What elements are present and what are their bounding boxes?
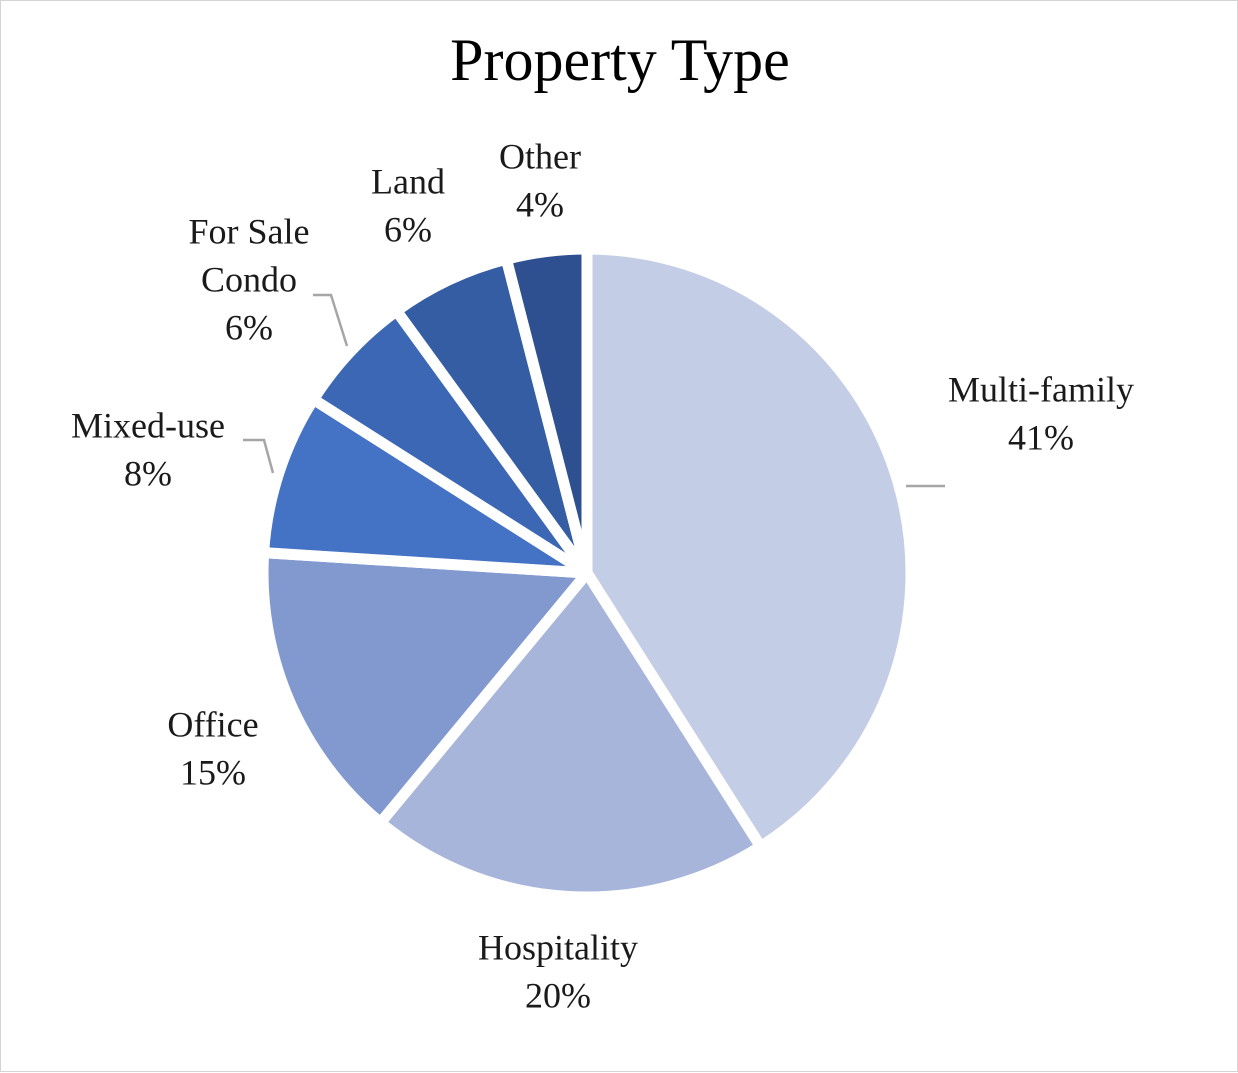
data-label-mixed-use: Mixed-use 8%	[71, 405, 225, 493]
pie-slice-office	[257, 547, 593, 829]
pie-slice-mixed-use	[258, 393, 593, 579]
data-label-percent: 6%	[225, 307, 273, 347]
leader-line-for-sale-condo	[313, 293, 349, 347]
data-label-category: For Sale	[189, 211, 310, 251]
data-label-multi-family: Multi-family 41%	[948, 369, 1134, 457]
data-label-category: Hospitality	[478, 927, 638, 967]
data-label-category: Office	[167, 704, 258, 744]
data-label-for-sale-condo: For Sale Condo 6%	[189, 211, 310, 347]
data-label-hospitality: Hospitality 20%	[478, 927, 638, 1015]
data-label-category: Condo	[201, 259, 297, 299]
data-label-percent: 20%	[525, 975, 591, 1015]
chart-title: Property Type	[450, 27, 790, 93]
data-label-land: Land 6%	[371, 161, 445, 249]
data-label-percent: 4%	[516, 184, 564, 224]
pie-slice-other	[500, 243, 593, 579]
data-label-percent: 6%	[384, 209, 432, 249]
data-label-percent: 15%	[180, 752, 246, 792]
data-label-category: Other	[499, 136, 581, 176]
data-label-category: Land	[371, 161, 445, 201]
leader-line-mixed-use	[243, 438, 275, 474]
data-label-category: Multi-family	[948, 369, 1134, 409]
data-label-percent: 8%	[124, 453, 172, 493]
data-label-category: Mixed-use	[71, 405, 225, 445]
data-label-office: Office 15%	[167, 704, 258, 792]
data-label-other: Other 4%	[499, 136, 581, 224]
pie-slice-hospitality	[374, 567, 767, 903]
data-label-percent: 41%	[1008, 417, 1074, 457]
